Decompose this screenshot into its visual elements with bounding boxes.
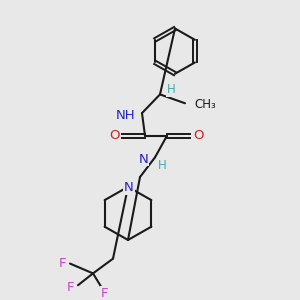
Text: NH: NH [116, 109, 135, 122]
Text: N: N [124, 181, 134, 194]
Text: O: O [109, 129, 119, 142]
Text: O: O [193, 129, 203, 142]
Text: CH₃: CH₃ [194, 98, 216, 111]
Text: H: H [167, 83, 176, 96]
Text: N: N [138, 153, 148, 166]
Text: H: H [158, 159, 167, 172]
Text: F: F [67, 281, 75, 294]
Text: F: F [59, 257, 67, 270]
Text: F: F [100, 286, 108, 300]
